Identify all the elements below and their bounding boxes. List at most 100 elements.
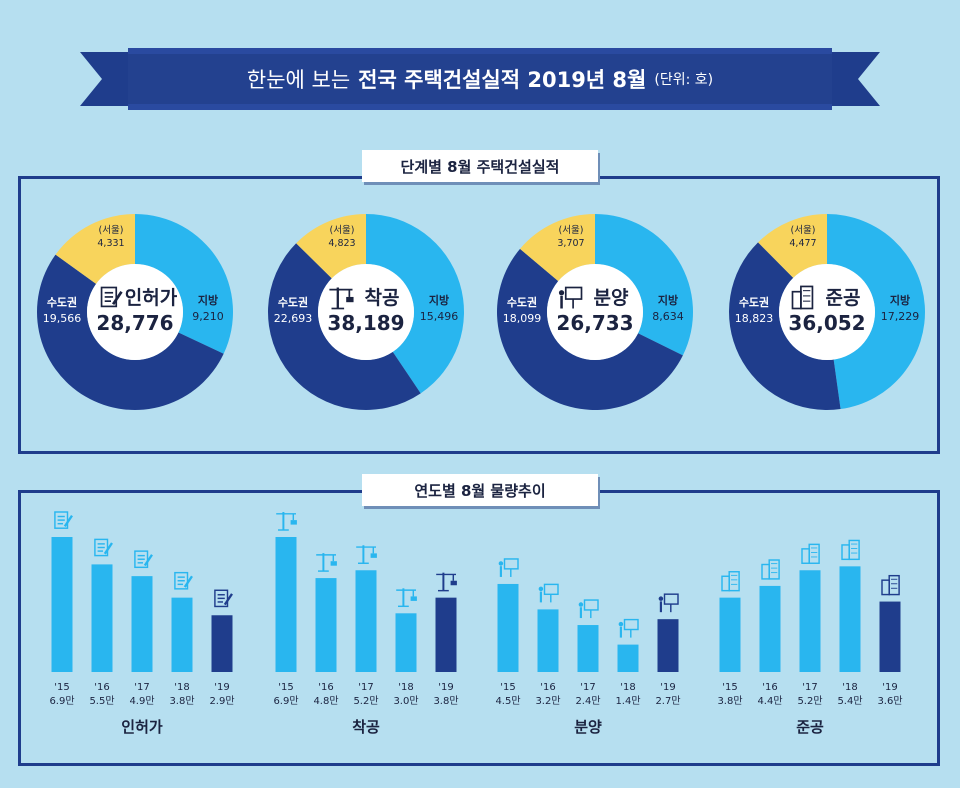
local-label: 지방 — [198, 293, 218, 307]
bar-year-label: '15 — [54, 682, 69, 693]
bar-year-label: '17 — [802, 682, 817, 693]
apartment-building-icon — [841, 539, 860, 561]
slice-seoul — [296, 214, 366, 279]
bar-인허가-2 — [131, 576, 153, 672]
presentation-board-icon — [558, 286, 583, 309]
banner-title: 한눈에 보는 전국 주택건설실적 2019년 8월 (단위: 호) — [120, 56, 840, 102]
bar-value-label: 2.9만 — [209, 695, 234, 707]
donut-title: 분양 — [594, 287, 629, 309]
bar-value-label: 5.2만 — [797, 695, 822, 707]
bar-year-label: '15 — [500, 682, 515, 693]
bar-year-label: '18 — [842, 682, 857, 693]
slice-local — [366, 214, 465, 394]
seoul-value: 4,331 — [97, 238, 124, 249]
bar-value-label: 4.9만 — [129, 695, 154, 707]
slice-local — [135, 214, 233, 354]
bar-인허가-4 — [211, 615, 233, 672]
bar-year-label: '15 — [278, 682, 293, 693]
bar-year-label: '19 — [438, 682, 453, 693]
donut-total: 38,189 — [327, 311, 404, 335]
bar-value-label: 5.5만 — [89, 695, 114, 707]
bar-value-label: 6.9만 — [273, 695, 298, 707]
seoul-label: (서울) — [99, 225, 124, 236]
permit-document-icon — [54, 511, 73, 529]
local-value: 9,210 — [192, 310, 224, 323]
bar-착공-0 — [275, 537, 297, 672]
bar-value-label: 3.8만 — [433, 695, 458, 707]
apartment-building-icon — [791, 285, 814, 310]
presentation-board-icon — [538, 583, 559, 603]
bar-인허가-0 — [51, 537, 73, 672]
slice-seoul — [520, 214, 595, 282]
slice-seoul — [758, 214, 827, 278]
banner-unit: (단위: 호) — [654, 72, 714, 88]
bar-year-label: '15 — [722, 682, 737, 693]
bar-year-label: '18 — [174, 682, 189, 693]
local-label: 지방 — [429, 293, 449, 307]
permit-document-icon — [100, 286, 123, 308]
permit-document-icon — [174, 571, 193, 590]
bar-준공-2 — [799, 570, 821, 672]
permit-document-icon — [94, 538, 113, 557]
apartment-building-icon — [761, 559, 780, 580]
bar-착공-3 — [395, 613, 417, 672]
permit-document-icon — [214, 589, 233, 608]
local-value: 8,634 — [652, 310, 684, 323]
slice-metro — [36, 254, 224, 411]
bar-인허가-3 — [171, 597, 193, 672]
slice-seoul — [55, 214, 135, 284]
bar-year-label: '16 — [762, 682, 777, 693]
bar-year-label: '19 — [214, 682, 229, 693]
metro-value: 19,566 — [43, 312, 82, 325]
title-banner — [80, 48, 880, 110]
bar-value-label: 2.7만 — [655, 695, 680, 707]
local-label: 지방 — [658, 293, 678, 307]
slice-metro — [496, 248, 683, 411]
bar-year-label: '16 — [318, 682, 333, 693]
crane-icon — [316, 553, 337, 572]
metro-label: 수도권 — [278, 296, 308, 309]
seoul-value: 4,477 — [789, 238, 816, 249]
bar-value-label: 2.4만 — [575, 695, 600, 707]
presentation-board-icon — [578, 599, 599, 619]
stage-panel-label: 단계별 8월 주택건설실적 — [362, 150, 598, 182]
bar-year-label: '19 — [882, 682, 897, 693]
bar-group-title: 착공 — [352, 718, 380, 736]
presentation-board-icon — [618, 618, 639, 638]
bar-group-title: 준공 — [796, 718, 824, 736]
bar-year-label: '18 — [620, 682, 635, 693]
presentation-board-icon — [658, 593, 679, 613]
slice-local — [827, 214, 925, 410]
bar-value-label: 3.2만 — [535, 695, 560, 707]
local-value: 17,229 — [881, 310, 920, 323]
bar-value-label: 3.6만 — [877, 695, 902, 707]
bar-value-label: 4.4만 — [757, 695, 782, 707]
apartment-building-icon — [801, 543, 820, 564]
banner-main-title: 전국 주택건설실적 2019년 8월 — [358, 68, 647, 92]
bar-group-title: 인허가 — [121, 718, 163, 736]
crane-icon — [436, 572, 457, 592]
bar-value-label: 4.8만 — [313, 695, 338, 707]
donut-total: 36,052 — [788, 311, 865, 335]
bar-준공-4 — [879, 601, 901, 672]
bar-value-label: 3.0만 — [393, 695, 418, 707]
metro-label: 수도권 — [507, 296, 537, 309]
bar-분양-3 — [617, 644, 639, 672]
donut-title: 준공 — [826, 287, 861, 309]
bar-year-label: '16 — [94, 682, 109, 693]
bar-분양-4 — [657, 619, 679, 672]
year-panel-label: 연도별 8월 물량추이 — [362, 474, 598, 506]
bar-value-label: 6.9만 — [49, 695, 74, 707]
bar-value-label: 5.2만 — [353, 695, 378, 707]
crane-icon — [276, 511, 297, 531]
bar-인허가-1 — [91, 564, 113, 672]
banner-prefix: 한눈에 보는 — [246, 68, 351, 92]
seoul-label: (서울) — [559, 225, 584, 236]
bar-준공-3 — [839, 566, 861, 672]
